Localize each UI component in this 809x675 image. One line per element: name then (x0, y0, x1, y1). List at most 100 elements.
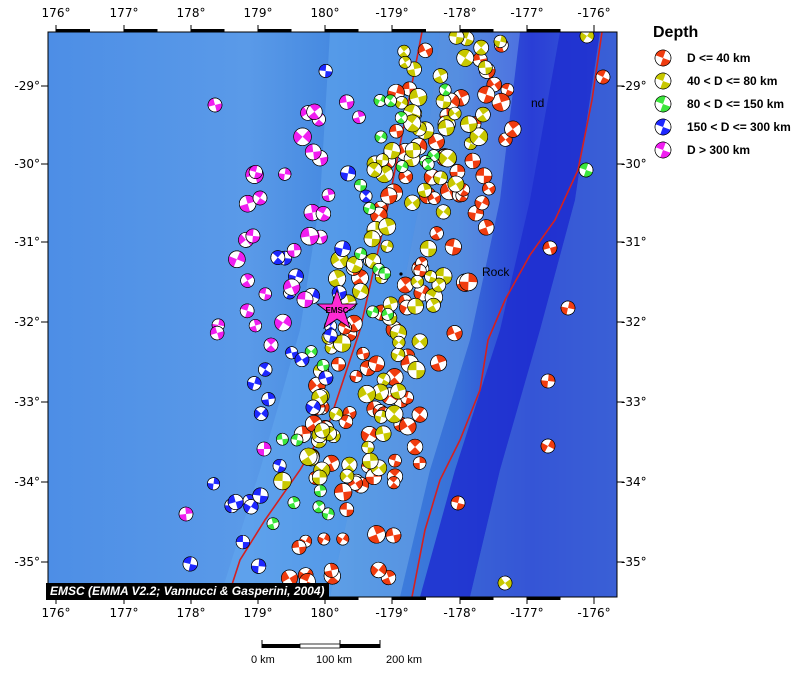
lon-tick-top-2: 178° (177, 6, 206, 20)
quake-44 (464, 152, 481, 169)
quake-237 (266, 517, 280, 530)
quake-288 (239, 303, 255, 319)
quake-87 (444, 238, 462, 256)
lon-tick-top-7: -177° (510, 6, 543, 20)
lon-tick-top-3: 179° (244, 6, 273, 20)
quake-80 (281, 569, 298, 587)
quake-126 (478, 60, 493, 75)
quake-240 (182, 556, 198, 572)
quake-68 (498, 132, 513, 147)
quake-176 (410, 275, 424, 289)
legend-label-1: 40 < D <= 80 km (687, 74, 778, 88)
lon-tick-top-6: -178° (443, 6, 476, 20)
lon-tick-bottom-4: 180° (311, 606, 340, 620)
quake-19 (396, 276, 414, 294)
quake-260 (270, 250, 286, 265)
quake-295 (296, 291, 314, 308)
legend-symbol-3 (654, 118, 672, 136)
quake-135 (390, 383, 407, 400)
quake-183 (375, 425, 392, 442)
quake-239 (384, 94, 397, 108)
quake-18 (349, 370, 363, 383)
quake-55 (389, 124, 404, 139)
lon-tick-bottom-1: 177° (110, 606, 139, 620)
legend-item-3: 150 < D <= 300 km (653, 117, 791, 137)
quake-152 (437, 119, 455, 137)
quake-35 (429, 226, 444, 241)
quake-257 (294, 352, 310, 368)
quake-230 (290, 433, 304, 447)
lat-tick-left-4: -33° (14, 395, 40, 409)
quake-235 (314, 484, 327, 498)
legend-beachball-4 (654, 141, 672, 159)
quake-223 (421, 158, 435, 171)
quake-191 (456, 49, 475, 67)
quake-303 (256, 441, 272, 457)
quake-307 (595, 69, 611, 85)
quake-242 (261, 392, 276, 407)
lon-tick-bottom-2: 178° (177, 606, 206, 620)
lon-tick-bottom-7: -177° (510, 606, 543, 620)
lat-tick-right-1: -30° (621, 157, 647, 171)
lon-ticks-bottom: 176° 177° 178° 179° 180° -179° -178° -177° -176° (42, 606, 611, 620)
quake-254 (285, 346, 299, 360)
legend-label-0: D <= 40 km (687, 51, 751, 65)
quake-25 (356, 347, 370, 361)
legend-beachball-2 (654, 95, 672, 113)
island-marker (399, 272, 403, 276)
quake-187 (411, 333, 428, 350)
quake-173 (314, 422, 331, 439)
quake-233 (321, 507, 335, 521)
quake-170 (362, 452, 379, 470)
quake-255 (334, 240, 351, 257)
lat-tick-left-0: -29° (14, 79, 40, 93)
quake-270 (293, 127, 312, 146)
quake-144 (447, 175, 465, 193)
quake-285 (315, 206, 332, 222)
quake-279 (283, 278, 301, 296)
quake-113 (504, 120, 522, 138)
quake-300 (207, 97, 223, 113)
quake-39 (478, 219, 495, 236)
quake-227 (378, 267, 392, 280)
quake-157 (383, 142, 401, 160)
quake-298 (240, 273, 255, 288)
lat-tick-right-4: -33° (621, 395, 647, 409)
quake-232 (394, 111, 408, 124)
quake-278 (321, 188, 336, 202)
quake-272 (274, 313, 292, 332)
quake-209 (475, 106, 491, 123)
quake-256 (340, 165, 356, 182)
legend-symbol-2 (654, 95, 672, 113)
quake-312 (542, 240, 558, 256)
quake-250 (318, 370, 334, 386)
quake-283 (286, 243, 302, 258)
quake-308 (560, 300, 576, 316)
lon-tick-bottom-8: -176° (577, 606, 610, 620)
quake-119 (459, 272, 478, 292)
quake-101 (291, 539, 307, 555)
quake-228 (276, 432, 289, 446)
lon-tick-top-5: -179° (375, 6, 408, 20)
quake-118 (406, 438, 424, 456)
quake-246 (305, 399, 321, 415)
quake-192 (352, 282, 369, 300)
quake-281 (248, 319, 262, 333)
legend-label-4: D > 300 km (687, 143, 751, 157)
legend-item-1: 40 < D <= 80 km (653, 71, 777, 91)
quake-30 (331, 357, 346, 372)
quake-159 (432, 68, 449, 84)
quake-189 (380, 239, 394, 253)
quake-219 (438, 83, 452, 97)
quake-212 (328, 407, 343, 422)
legend-beachball-3 (654, 118, 672, 136)
lat-tick-right-0: -29° (621, 79, 647, 93)
quake-109 (334, 483, 353, 502)
quake-24 (428, 133, 445, 150)
quake-66 (449, 164, 466, 180)
quake-164 (385, 405, 404, 424)
quake-302 (263, 337, 279, 353)
quake-313 (497, 575, 513, 591)
quake-182 (433, 170, 448, 186)
quake-213 (363, 230, 381, 248)
